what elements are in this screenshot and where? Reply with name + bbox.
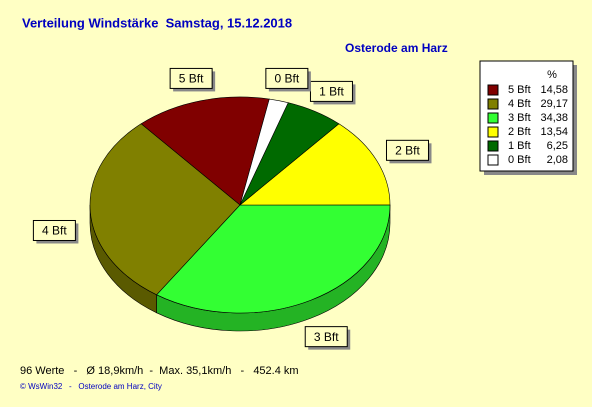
legend-title: % xyxy=(547,69,557,81)
footer: 96 Werte - Ø 18,9km/h - Max. 35,1km/h - … xyxy=(20,365,299,377)
legend-value: 2,08 xyxy=(547,154,568,166)
slice-label: 3 Bft xyxy=(314,330,339,344)
legend-value: 6,25 xyxy=(547,140,568,152)
pie-slice xyxy=(156,204,391,314)
legend-swatch xyxy=(487,84,499,96)
legend-value: 29,17 xyxy=(540,98,568,110)
legend-label: 2 Bft xyxy=(508,126,531,138)
legend-label: 5 Bft xyxy=(508,84,531,96)
pie-slice xyxy=(239,98,289,206)
slice-label: 1 Bft xyxy=(319,85,344,99)
slice-label: 5 Bft xyxy=(179,72,204,86)
legend-swatch xyxy=(487,154,499,166)
label-box xyxy=(265,67,309,89)
label-box xyxy=(385,139,429,161)
label-box xyxy=(169,67,213,89)
legend-swatch xyxy=(487,126,499,138)
slice-label: 4 Bft xyxy=(42,224,67,238)
label-box xyxy=(304,326,348,348)
slice-label: 2 Bft xyxy=(395,143,420,157)
legend-value: 34,38 xyxy=(540,112,568,124)
legend-label: 0 Bft xyxy=(508,154,531,166)
credit: © WsWin32 - Osterode am Harz, City xyxy=(20,382,162,391)
legend-label: 3 Bft xyxy=(508,112,531,124)
legend-swatch xyxy=(487,98,499,110)
legend-value: 13,54 xyxy=(540,126,568,138)
legend-value: 14,58 xyxy=(540,84,568,96)
pie-slice xyxy=(140,96,270,206)
legend-label: 1 Bft xyxy=(508,140,531,152)
slice-label: 0 Bft xyxy=(275,72,300,86)
chart-title: Verteilung Windstärke Samstag, 15.12.201… xyxy=(22,15,292,30)
chart-subtitle: Osterode am Harz xyxy=(345,41,448,55)
legend-label: 4 Bft xyxy=(508,98,531,110)
label-box xyxy=(32,219,76,241)
pie-slice xyxy=(89,123,241,296)
legend-swatch xyxy=(487,112,499,124)
pie-slice xyxy=(239,123,391,206)
legend-swatch xyxy=(487,140,499,152)
